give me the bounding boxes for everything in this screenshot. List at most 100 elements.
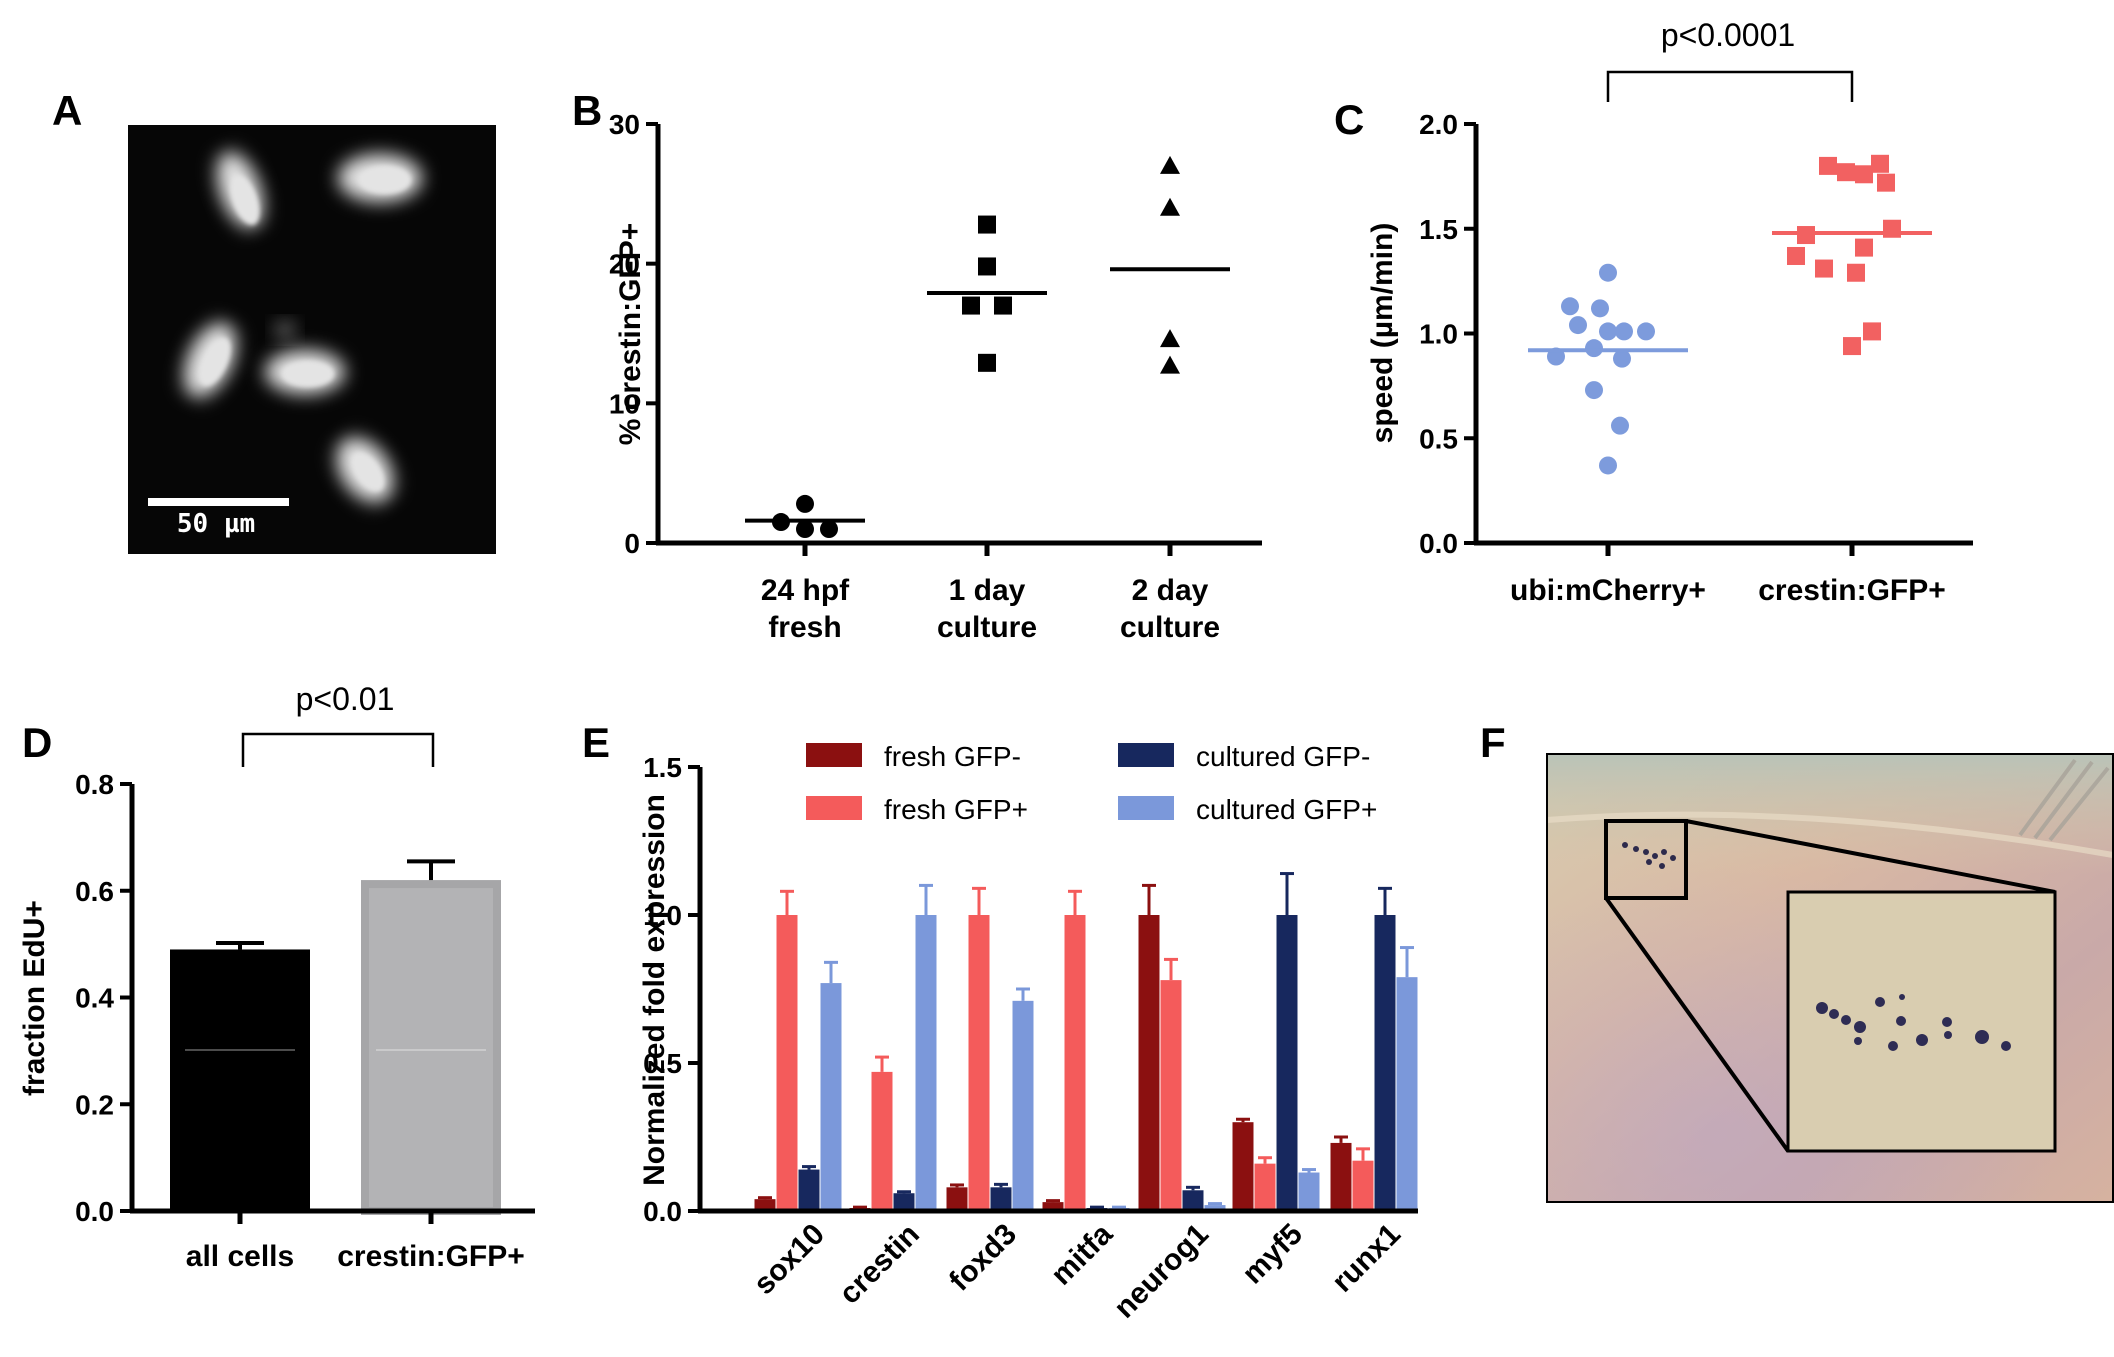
bar xyxy=(1160,980,1182,1211)
bar xyxy=(798,1169,820,1211)
photo-frame xyxy=(1546,753,2114,1203)
bar xyxy=(968,915,990,1211)
x-tick-label: all cells xyxy=(186,1240,294,1273)
bar xyxy=(1254,1163,1276,1211)
panel-e-chart: 0.0 0.5 1.0 1.5 Normalized fold expression so… xyxy=(638,741,1418,1325)
marker-dot xyxy=(1622,842,1628,848)
bar xyxy=(1064,915,1086,1211)
y-tick-label: 0 xyxy=(624,528,640,559)
x-tick-label: culture xyxy=(1120,611,1220,644)
marker-dot xyxy=(1829,1009,1839,1019)
marker-dot xyxy=(1652,853,1658,859)
x-tick-label: neurog1 xyxy=(1108,1218,1215,1325)
bar xyxy=(871,1071,893,1211)
y-tick-label: 0.0 xyxy=(75,1196,114,1227)
bar xyxy=(1042,1202,1064,1211)
zoom-connector-bottom xyxy=(1604,896,1790,1153)
y-tick-label: 0.5 xyxy=(643,1048,682,1079)
x-tick-label: runx1 xyxy=(1326,1218,1407,1299)
bar xyxy=(1374,915,1396,1211)
x-tick-label: crestin:GFP+ xyxy=(337,1240,525,1273)
y-axis-label: speed (µm/min) xyxy=(1366,223,1399,444)
y-tick-label: 0.8 xyxy=(75,769,114,800)
micrograph-background xyxy=(128,125,496,554)
hair xyxy=(2033,760,2094,840)
data-point xyxy=(1611,416,1629,435)
panel-letter-d: D xyxy=(22,719,52,766)
marker-dot xyxy=(1646,859,1652,865)
data-point xyxy=(1871,154,1889,173)
marker-dot xyxy=(1942,1017,1952,1027)
bar xyxy=(1396,977,1418,1211)
bar xyxy=(1232,1122,1254,1211)
marker-dot xyxy=(1875,997,1885,1007)
y-axis-label: fraction EdU+ xyxy=(18,900,51,1096)
legend-swatch xyxy=(1118,743,1174,767)
y-tick-label: 2.0 xyxy=(1419,109,1458,140)
data-point xyxy=(1561,297,1579,316)
panel-letter-f: F xyxy=(1480,719,1506,766)
bar xyxy=(1182,1190,1204,1211)
y-tick-label: 1.0 xyxy=(1419,319,1458,350)
y-tick-label: 0.2 xyxy=(75,1089,114,1120)
legend-label: cultured GFP+ xyxy=(1196,794,1377,825)
x-tick-label: 1 day xyxy=(949,574,1026,607)
cell xyxy=(282,361,334,387)
bar xyxy=(1012,1000,1034,1211)
data-point xyxy=(1585,339,1603,358)
cell xyxy=(199,337,231,387)
panel-d-chart: all cells crestin:GFP+ 0.0 0.2 0.4 0.6 0.8 frac… xyxy=(18,681,535,1273)
significance-bracket xyxy=(241,732,435,767)
data-point xyxy=(820,520,838,539)
y-tick-label: 20 xyxy=(609,249,640,280)
x-tick-label: mitfa xyxy=(1045,1217,1119,1291)
bar xyxy=(893,1193,915,1211)
panel-letter-e: E xyxy=(582,719,610,766)
x-tick-label: myf5 xyxy=(1236,1218,1309,1291)
data-point xyxy=(1819,156,1837,175)
marker-dot xyxy=(2001,1041,2011,1051)
x-tick-label: ubi:mCherry+ xyxy=(1510,574,1706,607)
x-tick-label: culture xyxy=(937,611,1037,644)
data-point xyxy=(1599,263,1617,282)
significance-label: p<0.0001 xyxy=(1661,17,1795,53)
y-tick-label: 0.5 xyxy=(1419,423,1458,454)
data-point xyxy=(1615,322,1633,341)
marker-dot xyxy=(1896,1016,1906,1026)
data-point xyxy=(796,494,814,513)
panel-letter-b: B xyxy=(572,87,602,134)
hair xyxy=(2018,758,2077,837)
data-point xyxy=(1599,456,1617,475)
bar xyxy=(754,1199,776,1211)
data-point xyxy=(1585,381,1603,400)
data-point xyxy=(962,296,980,315)
data-point xyxy=(1599,322,1617,341)
inset-marker-cluster xyxy=(1816,994,2011,1051)
marker-dot xyxy=(1854,1021,1866,1033)
bar xyxy=(170,949,310,1211)
data-point xyxy=(796,520,814,539)
marker-dot xyxy=(1816,1002,1828,1014)
bar xyxy=(915,915,937,1211)
legend-label: fresh GFP+ xyxy=(884,794,1028,825)
panel-a-micrograph: 50 µm xyxy=(128,125,496,554)
scale-bar-label: 50 µm xyxy=(177,509,255,539)
bar xyxy=(990,1187,1012,1211)
data-point xyxy=(1591,299,1609,318)
y-tick-label: 0.4 xyxy=(75,983,114,1014)
y-tick-label: 30 xyxy=(609,109,640,140)
data-point xyxy=(1160,355,1180,374)
data-point xyxy=(1863,322,1881,341)
data-point xyxy=(1855,165,1873,184)
marker-dot xyxy=(1661,849,1667,855)
panel-f-photo xyxy=(1546,753,2114,1203)
data-point xyxy=(1613,349,1631,368)
bar xyxy=(946,1187,968,1211)
y-tick-label: 0.6 xyxy=(75,876,114,907)
data-point xyxy=(994,296,1012,315)
bar xyxy=(1352,1160,1374,1211)
marker-dot xyxy=(1841,1015,1851,1025)
legend-label: cultured GFP- xyxy=(1196,741,1370,772)
tissue-edge xyxy=(1546,811,2114,858)
